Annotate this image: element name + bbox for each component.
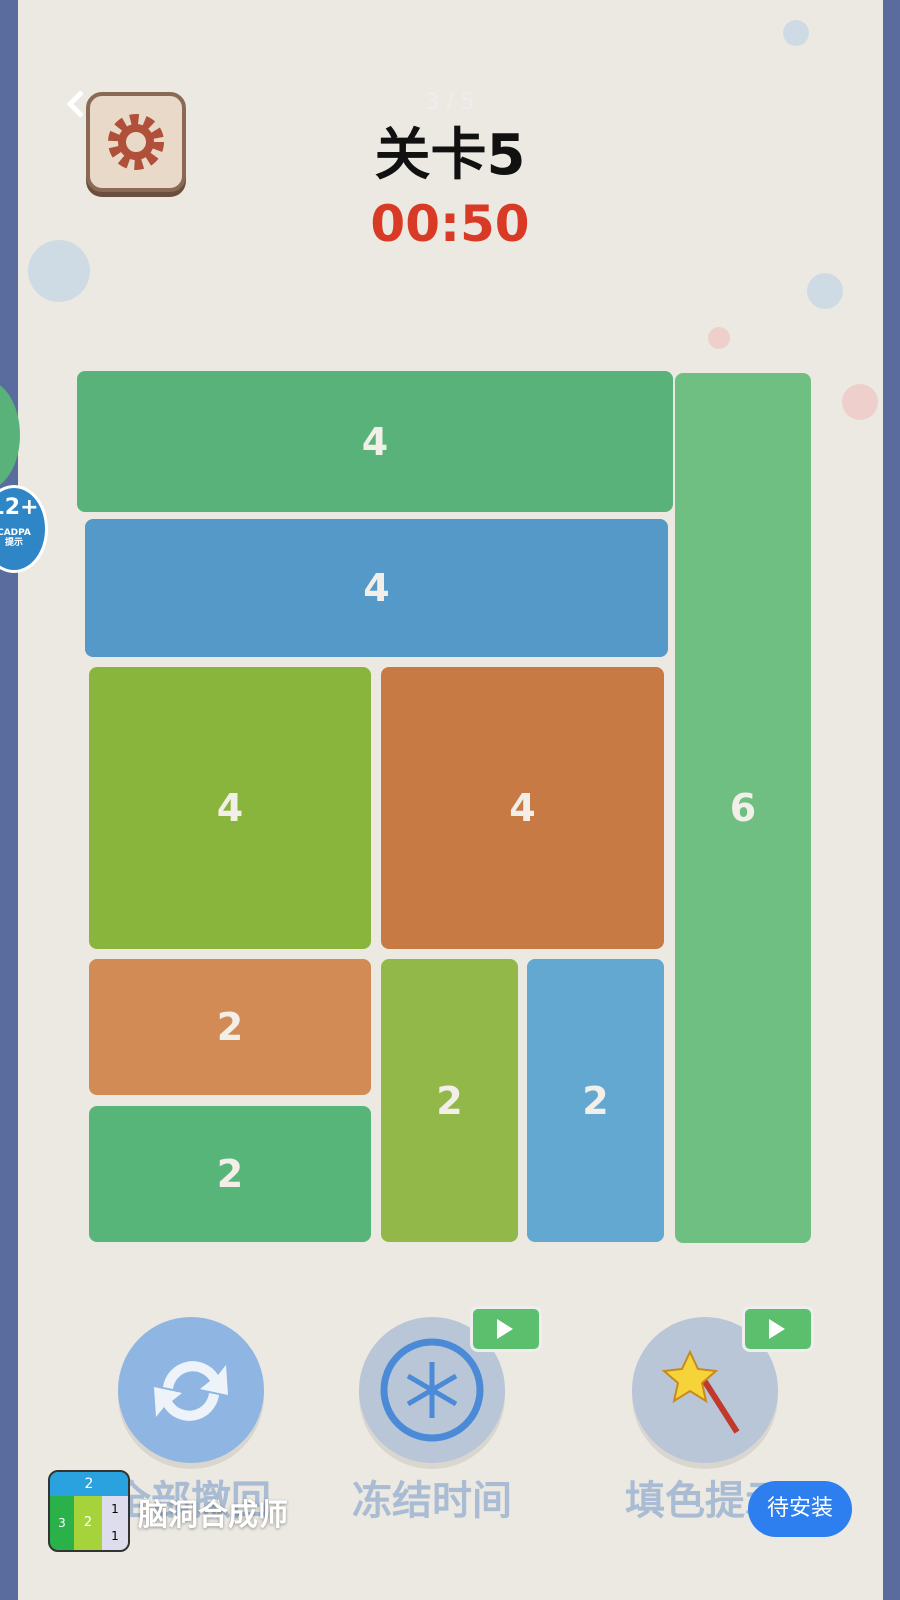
block[interactable]: 2 [527, 959, 664, 1242]
block[interactable]: 4 [381, 667, 664, 949]
bubble [708, 327, 730, 349]
app-icon[interactable]: 2 3 2 1 1 [48, 1470, 130, 1552]
bubble [783, 20, 809, 46]
block[interactable]: 4 [77, 371, 673, 512]
note: 提示 [4, 538, 23, 548]
settings-button[interactable] [86, 92, 186, 192]
block[interactable]: 6 [675, 373, 811, 1243]
video-badge [742, 1306, 814, 1352]
undo-all-button[interactable] [118, 1317, 264, 1463]
org: CADPA [0, 528, 31, 538]
icon-cell: 2 [50, 1472, 128, 1496]
bubble [28, 240, 90, 302]
timer: 00:50 [370, 195, 530, 253]
block[interactable]: 2 [89, 1106, 371, 1242]
icon-cell: 1 [102, 1496, 128, 1523]
app-name: 脑洞合成师 [138, 1498, 288, 1533]
icon-cell: 1 [102, 1523, 128, 1550]
back-button[interactable] [60, 88, 90, 120]
tool-label: 全部撤回 [111, 1478, 271, 1524]
tool-label: 冻结时间 [352, 1478, 512, 1524]
bubble [807, 273, 843, 309]
icon-cell: 3 [58, 1516, 66, 1530]
install-button[interactable]: 待安装 [748, 1481, 852, 1537]
block[interactable]: 4 [85, 519, 668, 657]
block[interactable]: 2 [381, 959, 518, 1242]
icon-cell: 2 [74, 1496, 102, 1550]
bubble [842, 384, 878, 420]
age: 12+ [0, 495, 39, 520]
side-button[interactable] [0, 380, 20, 490]
block[interactable]: 2 [89, 959, 371, 1095]
level-title: 关卡5 [374, 123, 526, 188]
progress: 3 / 5 [425, 90, 475, 115]
block[interactable]: 4 [89, 667, 371, 949]
video-badge [470, 1306, 542, 1352]
